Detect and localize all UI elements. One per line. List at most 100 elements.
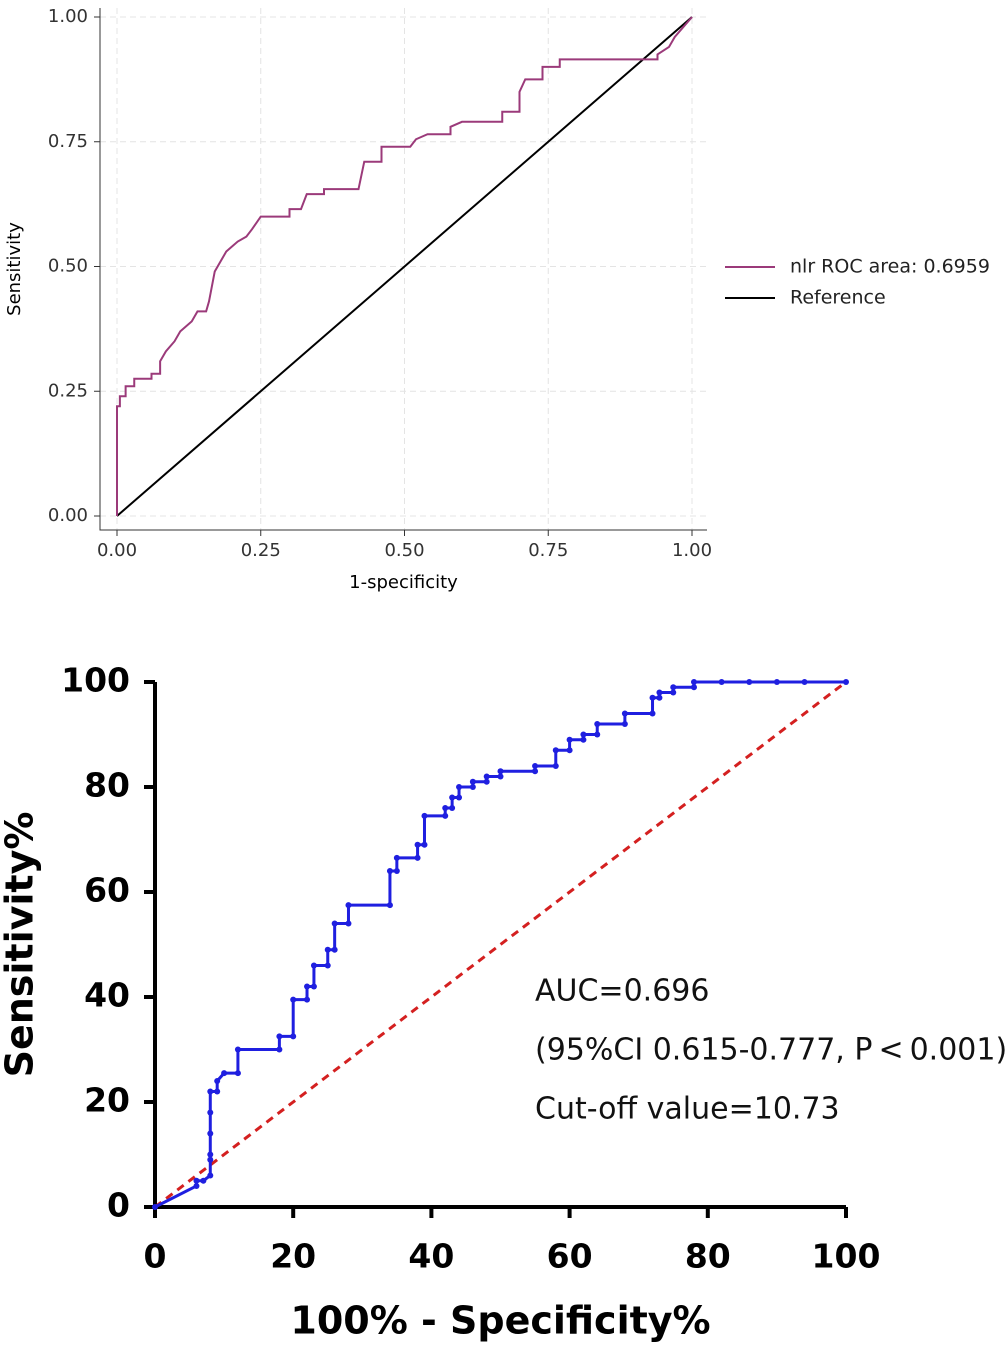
point [207,1172,214,1179]
point [221,1070,228,1077]
point [310,983,317,990]
y-tick-label: 60 [84,871,130,910]
point [276,1033,283,1040]
point [552,747,559,754]
point [449,794,456,801]
y-tick-label: 0.25 [48,380,88,401]
point [324,962,331,969]
x-tick-label: 1.00 [672,540,712,561]
point [386,902,393,909]
point [207,1156,214,1163]
point [234,1046,241,1053]
point [304,983,311,990]
point [594,731,601,738]
x-tick-label: 0.75 [528,540,568,561]
point [414,841,421,848]
point [393,854,400,861]
point [214,1088,221,1095]
y-tick-label: 80 [84,766,130,805]
point [580,736,587,743]
y-tick-label: 40 [84,976,130,1015]
x-tick-label: 20 [270,1237,316,1276]
point [276,1046,283,1053]
point [656,689,663,696]
y-axis-label: Sensitivity [4,222,25,316]
point [386,868,393,874]
point [207,1151,214,1158]
point [193,1177,200,1184]
legend-label: Reference [790,287,886,309]
point [442,812,449,819]
point [566,736,573,743]
annotation: Cut-off value=10.73 [535,1092,840,1127]
point [304,996,311,1003]
x-tick-label: 0.50 [384,540,424,561]
point [456,794,463,801]
point [290,1033,297,1040]
point [207,1130,214,1137]
y-tick-label: 0.75 [48,131,88,152]
point [621,710,628,717]
point [345,920,352,927]
x-axis-label: 1-specificity [349,572,458,593]
point [773,679,780,685]
point [290,996,297,1003]
x-tick-label: 80 [685,1237,731,1276]
point [200,1177,207,1184]
point [621,721,628,727]
y-tick-label: 0.00 [48,505,88,526]
x-tick-label: 0.00 [97,540,137,561]
legend-label: nlr ROC area: 0.6959 [790,256,990,278]
point [718,679,725,685]
point [497,768,504,775]
point [207,1088,214,1095]
point [801,679,808,685]
point [324,946,331,953]
point [690,684,697,691]
roc-line [116,16,693,517]
annotation: (95%CI 0.615-0.777, P < 0.001) [535,1033,1005,1068]
point [469,784,476,790]
y-axis-label: Sensitivity% [0,812,42,1078]
point [207,1109,214,1116]
point [649,694,656,701]
x-tick-label: 40 [408,1237,454,1276]
point [670,684,677,691]
point [469,778,476,785]
point [483,778,490,785]
y-tick-label: 1.00 [48,6,88,27]
point [656,694,663,701]
y-tick-label: 0.50 [48,256,88,277]
point [843,679,849,685]
point [331,920,338,927]
point [414,854,421,861]
point [580,731,587,738]
point [532,763,539,769]
point [456,784,463,790]
point [234,1070,241,1077]
point [393,868,400,874]
point [552,763,559,769]
annotation: AUC=0.696 [535,974,709,1009]
point [649,710,656,717]
point [310,962,317,969]
roc-line [154,680,847,1209]
point [421,812,428,819]
point [746,679,753,685]
point [497,773,504,780]
point [152,1204,158,1210]
x-tick-label: 0 [144,1237,167,1276]
x-axis-label: 100% - Specificity% [290,1299,710,1343]
x-tick-label: 0.25 [241,540,281,561]
point [532,768,539,775]
point [594,721,601,727]
point [193,1183,200,1189]
point [421,841,428,848]
point [670,689,677,696]
point [449,805,456,811]
y-tick-label: 0 [107,1186,130,1225]
y-tick-label: 100 [61,661,130,700]
x-tick-label: 100 [812,1237,881,1276]
point [566,747,573,754]
